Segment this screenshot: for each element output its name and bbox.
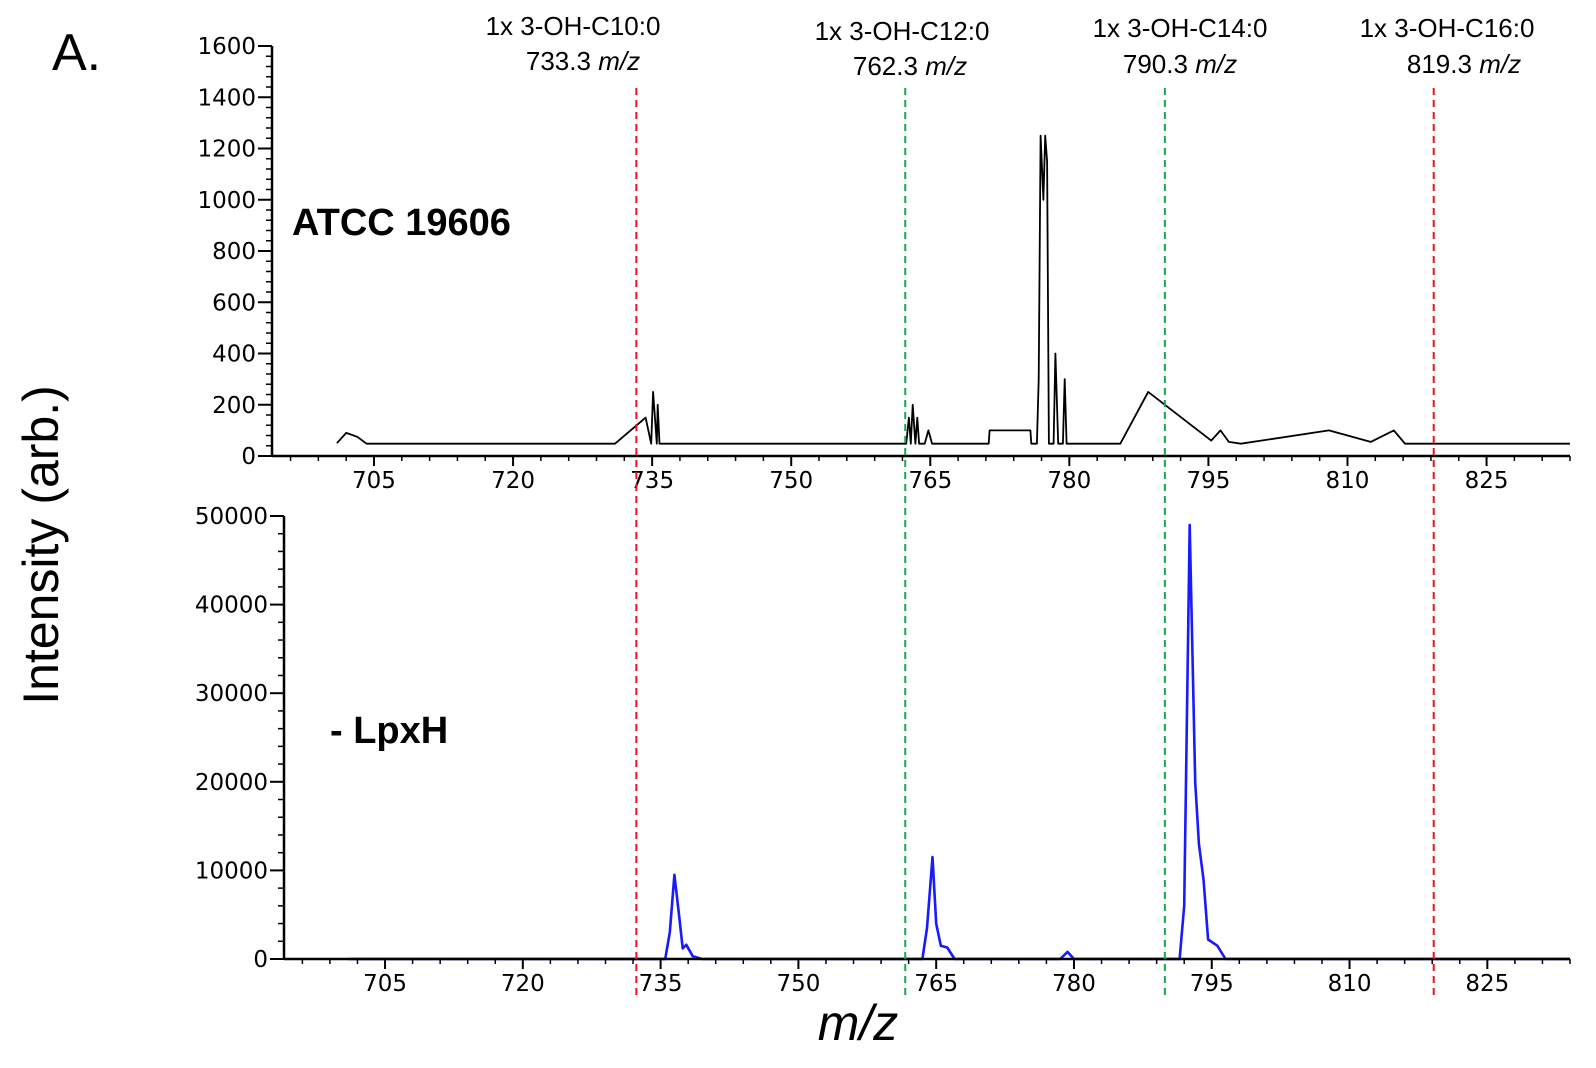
- top-x-tick-label: 795: [1186, 468, 1230, 494]
- top-y-tick-label: 600: [212, 290, 256, 316]
- bottom-y-tick-label: 30000: [195, 681, 268, 707]
- bottom-sample-label: - LpxH: [330, 710, 448, 752]
- annotation-c16-mz: 819.3 m/z: [1407, 49, 1521, 79]
- bottom-x-tick-label: 810: [1328, 971, 1372, 997]
- annotation-c12-mz-unit: m/z: [925, 51, 967, 81]
- bottom-y-tick-label: 50000: [195, 504, 268, 530]
- bottom-x-tick-label: 825: [1465, 971, 1509, 997]
- top-sample-label: ATCC 19606: [292, 202, 511, 244]
- y-axis-label: Intensity (arb.): [13, 385, 69, 705]
- top-x-tick-label: 825: [1465, 468, 1509, 494]
- annotation-c10-mz-unit: m/z: [598, 46, 640, 76]
- annotation-c12-mz: 762.3 m/z: [853, 51, 967, 81]
- annotation-c14-mz: 790.3 m/z: [1123, 49, 1237, 79]
- top-spectrum-panel: 0 200 400 600 800 1000 1200 1400 1600 705 720 735 75…: [197, 34, 1571, 494]
- bottom-x-tick-label: 720: [501, 971, 545, 997]
- top-y-tick-label: 1000: [197, 188, 256, 214]
- reference-lines: [635, 88, 1435, 998]
- bottom-spectrum-panel: 0 10000 20000 30000 40000 50000 705 720 735 750 76…: [195, 504, 1571, 997]
- panel-label: A.: [52, 24, 101, 82]
- bottom-y-tick-label: 20000: [195, 770, 268, 796]
- annotation-c14-mz-unit: m/z: [1195, 49, 1237, 79]
- top-y-tick-label: 400: [212, 342, 256, 368]
- bottom-x-tick-label: 780: [1052, 971, 1096, 997]
- top-x-tick-label: 780: [1047, 468, 1091, 494]
- top-y-tick-label: 200: [212, 393, 256, 419]
- bottom-x-tick-label: 705: [363, 971, 407, 997]
- bottom-y-tick-label: 10000: [195, 858, 268, 884]
- annotation-c16-mz-unit: m/z: [1479, 49, 1521, 79]
- top-x-tick-label: 735: [630, 468, 674, 494]
- top-x-tick-label: 720: [491, 468, 535, 494]
- bottom-x-tick-label: 765: [914, 971, 958, 997]
- annotation-c10-mz-value: 733.3: [526, 46, 591, 76]
- top-x-tick-label: 750: [769, 468, 813, 494]
- top-y-tick-label: 800: [212, 239, 256, 265]
- top-spectrum-trace: [336, 134, 1570, 445]
- top-y-tick-label: 1200: [197, 137, 256, 163]
- annotation-c16-mz-value: 819.3: [1407, 49, 1472, 79]
- bottom-x-tick-label: 750: [776, 971, 820, 997]
- bottom-x-tick-label: 735: [639, 971, 683, 997]
- bottom-y-tick-label: 0: [253, 947, 268, 973]
- annotation-c14-label: 1x 3-OH-C14:0: [1093, 13, 1268, 43]
- annotation-labels: 1x 3-OH-C10:0 733.3 m/z 1x 3-OH-C12:0 76…: [486, 11, 1535, 81]
- bottom-spectrum-trace: [348, 523, 1570, 961]
- annotation-c16-label: 1x 3-OH-C16:0: [1360, 13, 1535, 43]
- bottom-x-tick-label: 795: [1190, 971, 1234, 997]
- top-x-tick-label: 705: [352, 468, 396, 494]
- top-x-tick-label: 810: [1326, 468, 1370, 494]
- annotation-c10-mz: 733.3 m/z: [526, 46, 640, 76]
- bottom-y-tick-label: 40000: [195, 593, 268, 619]
- annotation-c12-mz-value: 762.3: [853, 51, 918, 81]
- top-x-tick-label: 765: [908, 468, 952, 494]
- x-axis-label: m/z: [818, 995, 899, 1051]
- annotation-c14-mz-value: 790.3: [1123, 49, 1188, 79]
- annotation-c10-label: 1x 3-OH-C10:0: [486, 11, 661, 41]
- top-y-tick-label: 1400: [197, 85, 256, 111]
- top-y-tick-label: 0: [241, 444, 256, 470]
- annotation-c12-label: 1x 3-OH-C12:0: [815, 16, 990, 46]
- top-y-tick-label: 1600: [197, 34, 256, 60]
